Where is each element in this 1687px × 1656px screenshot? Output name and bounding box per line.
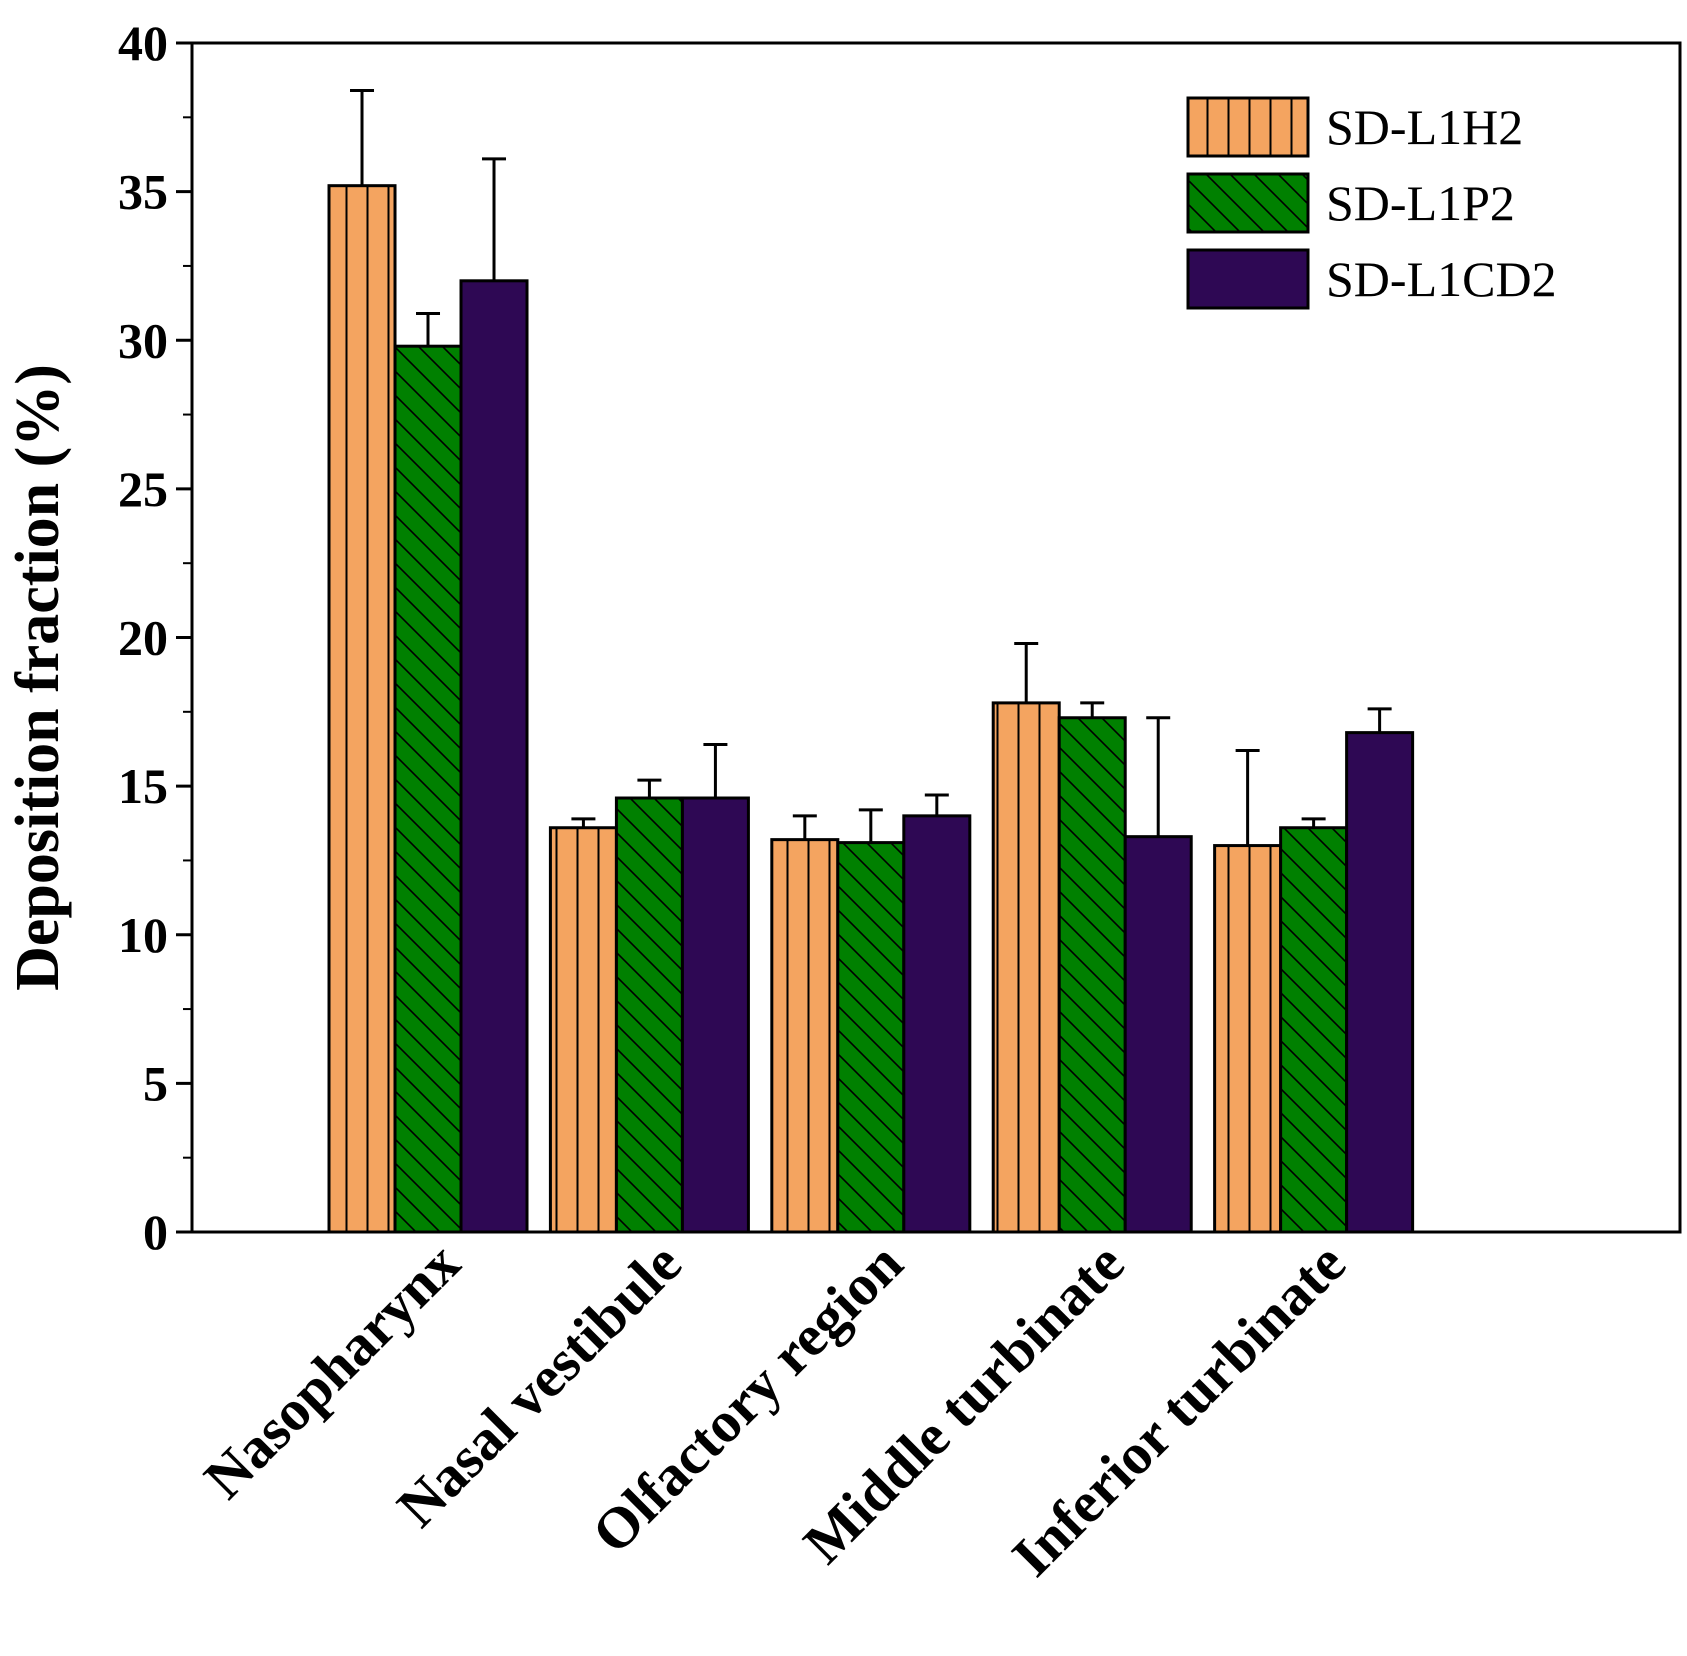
y-tick-label-20: 20: [118, 610, 168, 666]
legend-label-sd-l1p2: SD-L1P2: [1326, 175, 1515, 231]
y-tick-label-35: 35: [118, 164, 168, 220]
bar-sd-l1p2-nasopharynx: [393, 344, 463, 1234]
y-tick-label-40: 40: [118, 15, 168, 71]
bar-sd-l1cd2-inferior-turbinate: [1345, 731, 1415, 1234]
legend-swatch-sd-l1h2: [1186, 96, 1310, 158]
bar-sd-l1p2-middle-turbinate: [1057, 716, 1127, 1234]
bar-sd-l1cd2-nasopharynx: [459, 279, 529, 1234]
legend: SD-L1H2 SD-L1P2 SD-L1CD2: [1186, 96, 1557, 310]
legend-label-sd-l1cd2: SD-L1CD2: [1326, 251, 1557, 307]
y-tick-label-25: 25: [118, 461, 168, 517]
bar-sd-l1p2-olfactory-region: [836, 841, 906, 1234]
bar-sd-l1h2-inferior-turbinate: [1213, 844, 1283, 1234]
y-tick-label-30: 30: [118, 312, 168, 368]
bar-sd-l1cd2-olfactory-region: [902, 814, 972, 1234]
y-tick-label-0: 0: [143, 1204, 168, 1260]
legend-swatch-sd-l1p2: [1186, 172, 1310, 234]
bar-sd-l1h2-middle-turbinate: [991, 701, 1061, 1234]
bar-sd-l1p2-inferior-turbinate: [1279, 826, 1349, 1234]
bars-layer: [327, 89, 1415, 1234]
legend-swatch-sd-l1cd2: [1186, 248, 1310, 310]
legend-label-sd-l1h2: SD-L1H2: [1326, 99, 1523, 155]
bar-sd-l1h2-nasopharynx: [327, 184, 397, 1234]
bar-sd-l1h2-olfactory-region: [770, 838, 840, 1234]
bar-sd-l1p2-nasal-vestibule: [614, 796, 684, 1234]
bar-sd-l1cd2-nasal-vestibule: [680, 796, 750, 1234]
bar-sd-l1cd2-middle-turbinate: [1123, 835, 1193, 1234]
y-axis-title: Deposition fraction (%): [4, 364, 72, 991]
y-tick-label-10: 10: [118, 907, 168, 963]
bar-sd-l1h2-nasal-vestibule: [548, 826, 618, 1234]
y-tick-label-5: 5: [143, 1055, 168, 1111]
y-tick-label-15: 15: [118, 758, 168, 814]
